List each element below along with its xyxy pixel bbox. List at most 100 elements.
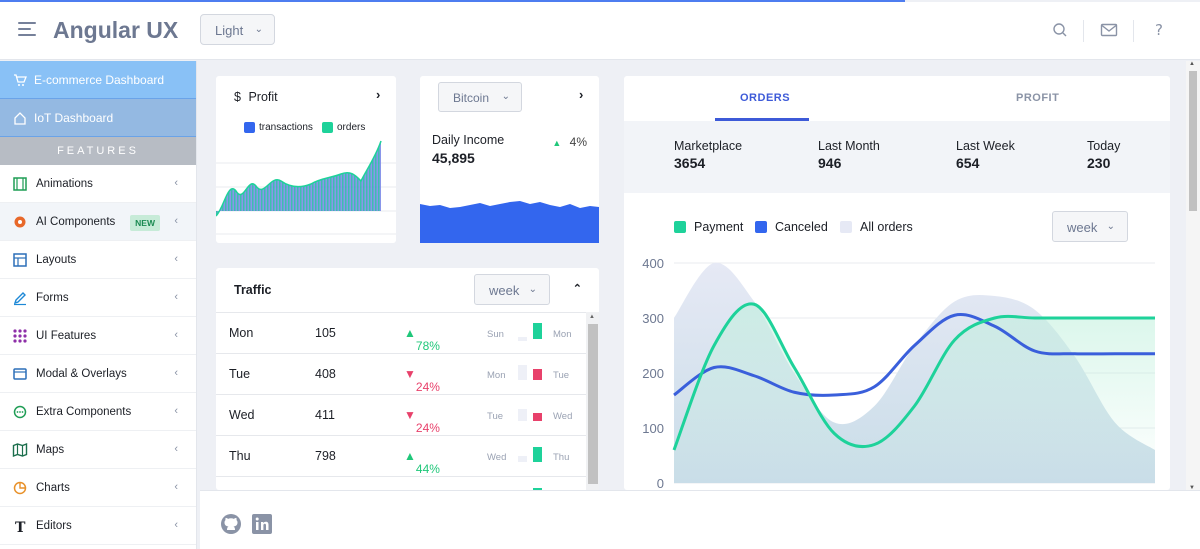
chevron-right-icon[interactable]: › (579, 87, 584, 102)
profit-card: $ Profit › transactions orders (216, 76, 396, 243)
chevron-down-icon: ⌄ (254, 24, 263, 35)
sidebar-item-label: Forms (36, 291, 69, 304)
chevron-down-icon: ⌄ (501, 91, 510, 102)
legend-swatch (322, 122, 333, 133)
text-icon: T (15, 520, 26, 534)
sidebar-item-label: AI Components (36, 215, 116, 228)
sidebar-item-label: Animations (36, 177, 93, 190)
dollar-icon: $ (234, 90, 241, 104)
stat-last-month: Last Month 946 (818, 139, 880, 171)
chevron-up-icon[interactable]: ⌃ (572, 283, 582, 295)
pie-chart-icon (13, 481, 27, 494)
sidebar-item-charts[interactable]: Charts ‹ (0, 469, 196, 507)
github-icon[interactable] (220, 513, 242, 535)
scroll-down-icon[interactable]: ▼ (1189, 485, 1195, 491)
legend-label: transactions (259, 122, 313, 133)
legend-canceled: Canceled (755, 220, 828, 234)
chat-icon (13, 405, 27, 418)
sidebar-item-ui-features[interactable]: UI Features ‹ (0, 317, 196, 355)
chevron-left-icon: ‹ (174, 367, 178, 379)
sidebar-item-maps[interactable]: Maps ‹ (0, 431, 196, 469)
sidebar-item-modal-overlays[interactable]: Modal & Overlays ‹ (0, 355, 196, 393)
table-row: Wed 411 ▼ 24% Tue Wed (216, 394, 586, 435)
stat-today: Today 230 (1087, 139, 1120, 171)
legend-swatch (244, 122, 255, 133)
linkedin-icon[interactable] (252, 514, 272, 534)
ai-icon (14, 216, 26, 227)
header-divider (1133, 20, 1134, 42)
tab-profit[interactable]: PROFIT (1016, 92, 1060, 104)
traffic-card: Traffic week ⌄ ⌃ Mon 105 ▲ 78% Sun Mon T… (216, 268, 599, 490)
sidebar-item-layouts[interactable]: Layouts ‹ (0, 241, 196, 279)
sidebar-item-ecommerce-dashboard[interactable]: E-commerce Dashboard (0, 61, 196, 99)
page-scrollbar[interactable]: ▲ ▼ (1186, 61, 1200, 491)
mail-icon[interactable] (1100, 21, 1118, 39)
sidebar-item-iot-dashboard[interactable]: IoT Dashboard (0, 99, 196, 137)
y-tick-label: 400 (642, 256, 664, 271)
currency-select[interactable]: Bitcoin ⌄ (438, 82, 522, 112)
legend-all-orders: All orders (840, 220, 913, 234)
scrollbar-thumb[interactable] (1189, 71, 1197, 211)
stat-marketplace: Marketplace 3654 (674, 139, 742, 171)
chevron-left-icon: ‹ (174, 291, 178, 303)
scroll-up-icon[interactable]: ▲ (1189, 61, 1195, 67)
loading-bar (0, 0, 905, 2)
scroll-up-icon[interactable]: ▲ (589, 314, 595, 320)
bitcoin-area-chart (420, 201, 599, 243)
profit-title: $ Profit (234, 90, 278, 104)
sidebar-item-forms[interactable]: Forms ‹ (0, 279, 196, 317)
header-divider (1083, 20, 1084, 42)
orders-card: ORDERS PROFIT Marketplace 3654 Last Mont… (624, 76, 1170, 490)
trend-up-icon: ▲ (552, 138, 562, 148)
traffic-period-select[interactable]: week ⌄ (474, 274, 550, 305)
prev-day-label: Sun (487, 329, 504, 340)
traffic-scrollbar[interactable]: ▲ (586, 312, 599, 490)
help-icon[interactable]: ? (1151, 21, 1169, 39)
traffic-value: 408 (315, 367, 336, 381)
cur-day-label: Mon (553, 329, 572, 340)
scrollbar-thumb[interactable] (588, 324, 598, 484)
cur-bar (533, 488, 542, 490)
period-select-value: week (1067, 220, 1098, 235)
cart-icon (14, 73, 27, 86)
sidebar-item-label: E-commerce Dashboard (34, 72, 165, 87)
cur-bar (533, 323, 542, 339)
profit-title-text: Profit (248, 90, 278, 104)
theme-select[interactable]: Light ⌄ (200, 14, 275, 45)
traffic-day: Wed (229, 408, 255, 422)
tab-orders[interactable]: ORDERS (740, 92, 791, 104)
stat-label: Today (1087, 139, 1121, 153)
menu-icon[interactable] (18, 22, 36, 36)
prev-day-label: Wed (487, 452, 507, 463)
traffic-title: Traffic (234, 283, 272, 297)
top-header: Angular UX Light ⌄ ? (0, 2, 1200, 60)
sidebar-item-extra-components[interactable]: Extra Components ‹ (0, 393, 196, 431)
daily-income-change-value: 4% (569, 135, 587, 149)
prev-bar (518, 337, 527, 341)
sidebar-item-animations[interactable]: Animations ‹ (0, 165, 196, 203)
chevron-left-icon: ‹ (174, 405, 178, 417)
legend-transactions: transactions (244, 122, 313, 133)
stat-value: 946 (818, 155, 842, 171)
sidebar-item-ai-components[interactable]: AI Components NEW ‹ (0, 203, 196, 241)
svg-text:?: ? (1155, 21, 1163, 39)
stat-label: Marketplace (674, 139, 743, 153)
orders-chart: 0 100 200 300 400 (642, 256, 1155, 490)
chevron-right-icon[interactable]: › (376, 87, 381, 102)
sidebar-section-features: FEATURES (0, 137, 196, 165)
traffic-day: Mon (229, 326, 254, 340)
prev-day-label: Mon (487, 370, 506, 381)
search-icon[interactable] (1051, 21, 1069, 39)
sidebar-item-label: Editors (36, 519, 72, 532)
sidebar-item-editors[interactable]: T Editors ‹ (0, 507, 196, 545)
cur-bar (533, 413, 542, 421)
traffic-change-value: 24% (415, 421, 440, 435)
sidebar-item-label: Modal & Overlays (36, 367, 127, 380)
orders-period-select[interactable]: week ⌄ (1052, 211, 1128, 242)
stat-value: 3654 (674, 155, 706, 171)
traffic-change: ▼ 24% (404, 367, 440, 394)
series-canceled-line (673, 313, 1155, 397)
sidebar-item-label: Charts (36, 481, 70, 494)
sidebar-item-label: UI Features (36, 329, 97, 342)
traffic-value: 411 (315, 408, 335, 422)
